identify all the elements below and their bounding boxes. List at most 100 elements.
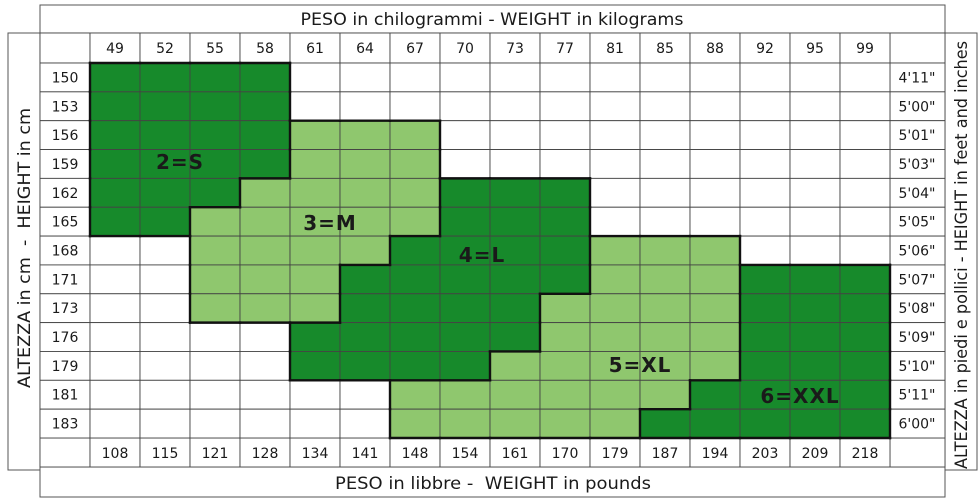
size-cell (439, 264, 491, 295)
size-cell (439, 379, 491, 410)
size-cell (639, 379, 691, 410)
empty-cell (589, 91, 641, 122)
size-cell (439, 177, 491, 208)
size-cell (439, 293, 491, 324)
corner-cell (889, 32, 946, 64)
lb-footer-cell (589, 437, 641, 468)
empty-cell (689, 149, 741, 179)
empty-cell (89, 408, 141, 439)
cm-row-cell (39, 91, 91, 122)
size-cell (239, 120, 291, 150)
size-cell (389, 293, 441, 324)
size-cell (789, 379, 841, 410)
cm-row-cell (39, 62, 91, 93)
empty-cell (239, 408, 291, 439)
ft-in-tick-label: 5'01" (898, 128, 935, 144)
size-cell (689, 264, 741, 295)
cm-row-cell (39, 264, 91, 295)
kg-header-cell (589, 32, 641, 64)
size-cell (539, 322, 591, 352)
empty-cell (339, 62, 391, 93)
cm-tick-label: 168 (52, 244, 79, 260)
size-cell (789, 293, 841, 324)
empty-cell (789, 149, 841, 179)
ft-in-row-cell (889, 120, 946, 150)
size-cell (339, 351, 391, 381)
empty-cell (839, 177, 891, 208)
size-cell (689, 293, 741, 324)
size-cell (839, 379, 891, 410)
empty-cell (589, 62, 641, 93)
size-cell (839, 264, 891, 295)
ft-in-row-cell (889, 177, 946, 208)
cm-row-cell (39, 322, 91, 352)
size-cell (389, 149, 441, 179)
empty-cell (539, 91, 591, 122)
corner-cell (39, 32, 91, 64)
size-cell (639, 293, 691, 324)
size-cell (539, 206, 591, 237)
empty-cell (139, 322, 191, 352)
kg-tick-label: 70 (456, 41, 474, 57)
kg-header-cell (839, 32, 891, 64)
ft-in-tick-label: 5'11" (898, 388, 935, 404)
size-cell (739, 351, 791, 381)
empty-cell (589, 120, 641, 150)
size-cell (339, 264, 391, 295)
size-cell (89, 91, 141, 122)
size-cell (89, 149, 141, 179)
empty-cell (839, 235, 891, 266)
size-cell (489, 379, 541, 410)
size-cell (139, 120, 191, 150)
size-cell (489, 206, 541, 237)
lb-footer-cell (839, 437, 891, 468)
size-cell (539, 293, 591, 324)
size-cell (489, 235, 541, 266)
empty-cell (189, 379, 241, 410)
empty-cell (489, 91, 541, 122)
lb-tick-label: 128 (252, 446, 279, 462)
cm-tick-label: 159 (52, 157, 79, 173)
empty-cell (639, 91, 691, 122)
size-cell (189, 62, 241, 93)
lb-tick-label: 209 (802, 446, 829, 462)
size-cell (589, 379, 641, 410)
size-cell (189, 293, 241, 324)
lb-tick-label: 134 (302, 446, 329, 462)
size-cell (189, 91, 241, 122)
size-cell (289, 351, 341, 381)
lb-footer-cell (789, 437, 841, 468)
empty-cell (839, 62, 891, 93)
lb-tick-label: 218 (852, 446, 879, 462)
size-cell (139, 177, 191, 208)
size-cell (489, 293, 541, 324)
ft-in-tick-label: 6'00" (898, 417, 935, 433)
empty-cell (439, 62, 491, 93)
size-cell (139, 62, 191, 93)
size-cell (189, 206, 241, 237)
empty-cell (789, 206, 841, 237)
empty-cell (739, 62, 791, 93)
size-cell (639, 351, 691, 381)
size-cell (339, 293, 391, 324)
kg-header-cell (439, 32, 491, 64)
empty-cell (539, 149, 591, 179)
cm-tick-label: 179 (52, 359, 79, 375)
lb-tick-label: 161 (502, 446, 529, 462)
size-cell (339, 322, 391, 352)
size-cell (189, 264, 241, 295)
size-cell (239, 206, 291, 237)
empty-cell (539, 120, 591, 150)
kg-header-cell (239, 32, 291, 64)
empty-cell (589, 149, 641, 179)
lb-footer-cell (289, 437, 341, 468)
left-axis-title: ALTEZZA in cm - HEIGHT in cm (15, 108, 35, 388)
size-cell (389, 322, 441, 352)
cm-row-cell (39, 408, 91, 439)
size-cell (389, 120, 441, 150)
empty-cell (239, 322, 291, 352)
empty-cell (289, 379, 341, 410)
size-cell (239, 264, 291, 295)
size-cell (439, 351, 491, 381)
ft-in-tick-label: 5'09" (898, 330, 935, 346)
